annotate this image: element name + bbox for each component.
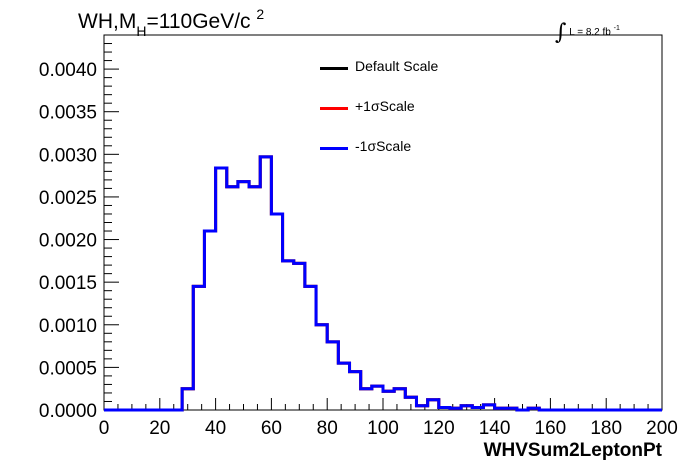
x-tick-label: 180: [590, 418, 622, 439]
x-tick-label: 0: [99, 418, 110, 439]
x-tick-label: 20: [149, 418, 170, 439]
legend-label-minus1sigma: -1σScale: [355, 138, 412, 154]
series-line-1: [104, 155, 662, 412]
x-tick-label: 200: [646, 418, 678, 439]
x-tick-label: 140: [479, 418, 511, 439]
y-tick-label: 0.0040: [39, 60, 97, 81]
luminosity-label: ∫ L = 8.2 fb -1: [555, 16, 620, 45]
legend-swatch-plus1sigma: [320, 107, 348, 110]
x-axis: 0 20 40 60 80 100 120 140 160 180 200: [99, 398, 678, 439]
series-line-0: [104, 155, 662, 412]
integral-symbol: ∫: [555, 20, 567, 45]
title-rest: =110GeV/c: [146, 10, 251, 33]
x-axis-label: WHVSum2LeptonPt: [483, 440, 662, 461]
y-tick-label: 0.0005: [39, 358, 97, 379]
histogram-series: [104, 155, 662, 412]
y-axis: 0.0000 0.0005 0.0010 0.0015 0.0020 0.0025 0.00…: [39, 34, 119, 422]
plot-title: WH,MH=110GeV/c 2: [78, 6, 264, 39]
y-tick-label: 0.0015: [39, 273, 97, 294]
legend-label-default: Default Scale: [355, 58, 439, 74]
luminosity-superscript: -1: [613, 25, 620, 32]
title-superscript: 2: [256, 6, 265, 22]
y-tick-label: 0.0000: [39, 401, 97, 422]
legend-label-plus1sigma: +1σScale: [355, 98, 415, 114]
y-tick-label: 0.0035: [39, 103, 97, 124]
y-tick-label: 0.0030: [39, 145, 97, 166]
y-tick-label: 0.0025: [39, 188, 97, 209]
plot-frame: [103, 34, 663, 411]
title-main: WH,M: [78, 10, 137, 33]
x-tick-label: 40: [205, 418, 226, 439]
x-tick-label: 160: [535, 418, 567, 439]
x-tick-label: 80: [317, 418, 338, 439]
x-tick-label: 100: [367, 418, 399, 439]
x-tick-label: 120: [423, 418, 455, 439]
legend-swatch-default: [320, 67, 348, 70]
y-tick-label: 0.0010: [39, 316, 97, 337]
title-subscript: H: [136, 23, 147, 39]
legend-swatch-minus1sigma: [320, 147, 348, 150]
series-line-2: [104, 155, 662, 412]
y-tick-label: 0.0020: [39, 231, 97, 252]
luminosity-text: L = 8.2 fb: [569, 27, 611, 38]
x-tick-label: 60: [261, 418, 282, 439]
